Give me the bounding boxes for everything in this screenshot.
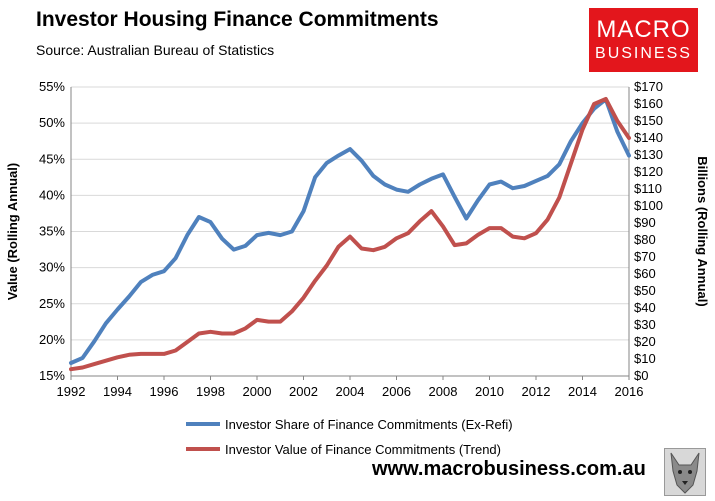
x-tick-label: 1998 [196, 384, 225, 399]
chart-title: Investor Housing Finance Commitments [36, 8, 439, 31]
y-right-tick-label: $90 [634, 215, 656, 230]
y-right-tick-label: $40 [634, 300, 656, 315]
x-tick-label: 2010 [475, 384, 504, 399]
y-left-tick-label: 35% [39, 224, 65, 239]
logo-line-1: MACRO [596, 16, 691, 43]
y-right-tick-label: $170 [634, 79, 663, 94]
y-right-tick-label: $30 [634, 317, 656, 332]
y-left-tick-label: 30% [39, 260, 65, 275]
y-right-tick-label: $130 [634, 147, 663, 162]
x-tick-label: 2016 [615, 384, 644, 399]
y-right-tick-label: $160 [634, 96, 663, 111]
x-tick-label: 2002 [289, 384, 318, 399]
x-tick-label: 1996 [150, 384, 179, 399]
y-right-tick-label: $0 [634, 368, 648, 383]
legend-label: Investor Value of Finance Commitments (T… [225, 442, 501, 457]
y-right-tick-label: $50 [634, 283, 656, 298]
y-left-tick-label: 15% [39, 368, 65, 383]
y-right-tick-label: $120 [634, 164, 663, 179]
y-left-tick-label: 25% [39, 296, 65, 311]
x-tick-label: 1994 [103, 384, 132, 399]
wolf-icon [664, 448, 706, 496]
series-line-investor-share [69, 97, 631, 365]
y-right-tick-label: $110 [634, 181, 662, 196]
x-tick-label: 2014 [568, 384, 597, 399]
x-tick-label: 2012 [522, 384, 551, 399]
series-line-investor-value [69, 96, 631, 372]
x-tick-label: 2006 [382, 384, 411, 399]
y-right-tick-label: $80 [634, 232, 656, 247]
legend-label: Investor Share of Finance Commitments (E… [225, 417, 513, 432]
y-left-tick-label: 55% [39, 79, 65, 94]
x-tick-label: 2004 [336, 384, 365, 399]
y-right-tick-label: $100 [634, 198, 663, 213]
y-right-axis-title: Billions (Rolling Annual) [695, 156, 710, 306]
y-left-tick-label: 45% [39, 151, 65, 166]
y-right-tick-label: $20 [634, 334, 656, 349]
y-right-tick-label: $150 [634, 113, 663, 128]
y-left-tick-label: 50% [39, 115, 65, 130]
logo-line-2: BUSINESS [595, 45, 692, 62]
chart-source: Source: Australian Bureau of Statistics [36, 42, 275, 58]
x-tick-label: 1992 [57, 384, 86, 399]
y-right-tick-label: $70 [634, 249, 656, 264]
macrobusiness-logo: MACRO BUSINESS [589, 8, 698, 72]
x-tick-label: 2008 [429, 384, 458, 399]
x-tick-label: 2000 [243, 384, 272, 399]
y-right-tick-label: $60 [634, 266, 656, 281]
y-left-axis-title: Value (Rolling Annual) [5, 163, 20, 300]
y-right-tick-label: $140 [634, 130, 663, 145]
footer-url: www.macrobusiness.com.au [372, 458, 646, 480]
y-left-tick-label: 40% [39, 187, 65, 202]
y-left-tick-label: 20% [39, 332, 65, 347]
y-right-tick-label: $10 [634, 351, 656, 366]
